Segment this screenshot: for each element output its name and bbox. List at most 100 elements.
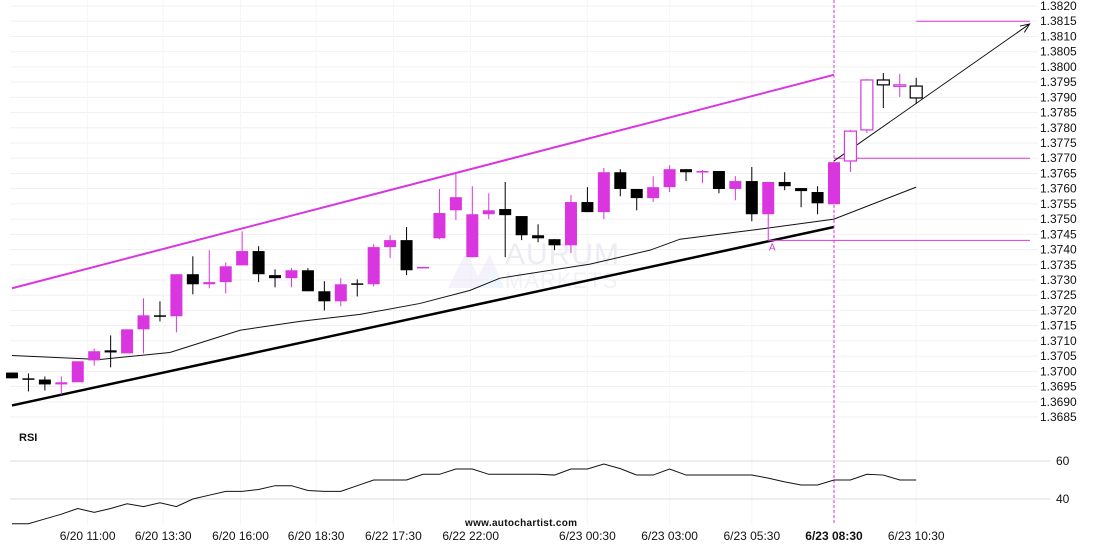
channel-pattern: A bbox=[11, 0, 1031, 525]
price-tick-label: 1.3765 bbox=[1040, 166, 1077, 180]
candle-body bbox=[236, 251, 249, 266]
candle-body bbox=[203, 282, 216, 285]
candle-body bbox=[219, 266, 232, 283]
price-tick-label: 1.3720 bbox=[1040, 303, 1077, 317]
candle-body bbox=[729, 181, 742, 189]
price-tick-label: 1.3685 bbox=[1040, 410, 1077, 424]
time-tick-label: 6/22 22:00 bbox=[442, 529, 499, 543]
candle-body bbox=[318, 291, 331, 302]
candle-body bbox=[153, 315, 166, 317]
candle-body bbox=[762, 181, 775, 215]
candle-body bbox=[696, 171, 709, 173]
time-axis: 6/20 11:00 6/20 13:30 6/20 16:00 6/20 18:30… bbox=[60, 529, 945, 543]
price-tick-label: 1.3745 bbox=[1040, 227, 1077, 241]
candle-body bbox=[860, 79, 874, 131]
watermark: AURUM MARKETS bbox=[448, 238, 620, 293]
candle-body bbox=[712, 171, 725, 189]
price-tick-label: 1.3785 bbox=[1040, 106, 1077, 120]
credit-text: www.autochartist.com bbox=[464, 518, 577, 529]
candle-body bbox=[795, 188, 808, 192]
candle-body bbox=[334, 284, 347, 302]
candle-body bbox=[909, 85, 923, 99]
price-tick-label: 1.3730 bbox=[1040, 273, 1077, 287]
candle-body bbox=[38, 379, 51, 385]
price-tick-label: 1.3755 bbox=[1040, 197, 1077, 211]
price-tick-label: 1.3775 bbox=[1040, 136, 1077, 150]
candle-body bbox=[252, 251, 265, 275]
price-tick-label: 1.3800 bbox=[1040, 60, 1077, 74]
candle-body bbox=[88, 351, 101, 361]
candle-body bbox=[499, 209, 512, 216]
price-tick-label: 1.3740 bbox=[1040, 243, 1077, 257]
candle-body bbox=[71, 361, 84, 383]
candle-body bbox=[581, 202, 594, 213]
forecast-arrow bbox=[833, 23, 1030, 162]
time-tick-label: 6/22 17:30 bbox=[365, 529, 422, 543]
time-tick-label: 6/20 13:30 bbox=[135, 529, 192, 543]
price-tick-label: 1.3705 bbox=[1040, 349, 1077, 363]
candle-body bbox=[515, 216, 528, 236]
point-a-label: A bbox=[769, 242, 776, 253]
time-tick-label: 6/20 18:30 bbox=[288, 529, 345, 543]
candle-body bbox=[843, 130, 858, 162]
candle-body bbox=[301, 270, 314, 292]
price-axis: 1.38201.38151.38101.38051.38001.37951.37… bbox=[1040, 0, 1077, 424]
price-tick-label: 1.3725 bbox=[1040, 288, 1077, 302]
price-tick-label: 1.3760 bbox=[1040, 182, 1077, 196]
forecast-arrow-head bbox=[1019, 23, 1031, 33]
candle-body bbox=[893, 84, 907, 87]
candle-body bbox=[630, 188, 643, 199]
candle-body bbox=[55, 382, 68, 385]
time-tick-label: 6/23 10:30 bbox=[888, 529, 945, 543]
price-tick-label: 1.3790 bbox=[1040, 90, 1077, 104]
candle-body bbox=[466, 214, 479, 258]
candle-body bbox=[417, 266, 429, 269]
candle-body bbox=[778, 181, 791, 187]
candle-body bbox=[104, 350, 117, 353]
price-tick-label: 1.3795 bbox=[1040, 75, 1077, 89]
time-tick-label: 6/23 08:30 bbox=[805, 529, 863, 543]
candle-body bbox=[170, 274, 183, 317]
candle-body bbox=[647, 187, 660, 199]
candle-body bbox=[811, 192, 824, 204]
candle-body bbox=[137, 315, 150, 330]
candle-body bbox=[351, 283, 364, 285]
candle-body bbox=[745, 181, 758, 215]
resistance-line bbox=[11, 73, 835, 290]
rsi-title: RSI bbox=[19, 432, 37, 444]
candle-body bbox=[828, 162, 840, 205]
moving-average bbox=[11, 186, 917, 360]
time-tick-label: 6/23 00:30 bbox=[559, 529, 616, 543]
time-tick-label: 6/23 03:00 bbox=[641, 529, 698, 543]
candle-body bbox=[876, 79, 890, 86]
candle-body bbox=[532, 235, 545, 239]
watermark-line2: MARKETS bbox=[505, 268, 618, 293]
candle-body bbox=[614, 172, 627, 189]
time-tick-label: 6/20 16:00 bbox=[212, 529, 269, 543]
candle-body bbox=[433, 213, 446, 239]
watermark-line1: AURUM bbox=[505, 238, 620, 271]
price-tick-label: 1.3700 bbox=[1040, 364, 1077, 378]
price-tick-label: 1.3770 bbox=[1040, 151, 1077, 165]
candle-body bbox=[680, 169, 693, 173]
candle-body bbox=[186, 274, 199, 285]
time-tick-label: 6/20 11:00 bbox=[60, 529, 116, 543]
price-tick-label: 1.3690 bbox=[1040, 395, 1077, 409]
price-tick-label: 1.3820 bbox=[1040, 0, 1077, 13]
price-tick-label: 1.3750 bbox=[1040, 212, 1077, 226]
candle-body bbox=[22, 378, 35, 380]
price-tick-label: 1.3695 bbox=[1040, 380, 1077, 394]
rsi-tick-label: 40 bbox=[1056, 492, 1070, 506]
candle-body bbox=[367, 247, 380, 285]
candle-body bbox=[384, 240, 397, 248]
candle-body bbox=[6, 372, 18, 379]
candle-body bbox=[663, 169, 676, 188]
time-tick-label: 6/23 05:30 bbox=[723, 529, 780, 543]
candle-body bbox=[548, 239, 561, 246]
candle-body bbox=[269, 275, 282, 279]
candle-body bbox=[121, 329, 134, 354]
price-tick-label: 1.3805 bbox=[1040, 45, 1077, 59]
price-tick-label: 1.3780 bbox=[1040, 121, 1077, 135]
price-tick-label: 1.3710 bbox=[1040, 334, 1077, 348]
